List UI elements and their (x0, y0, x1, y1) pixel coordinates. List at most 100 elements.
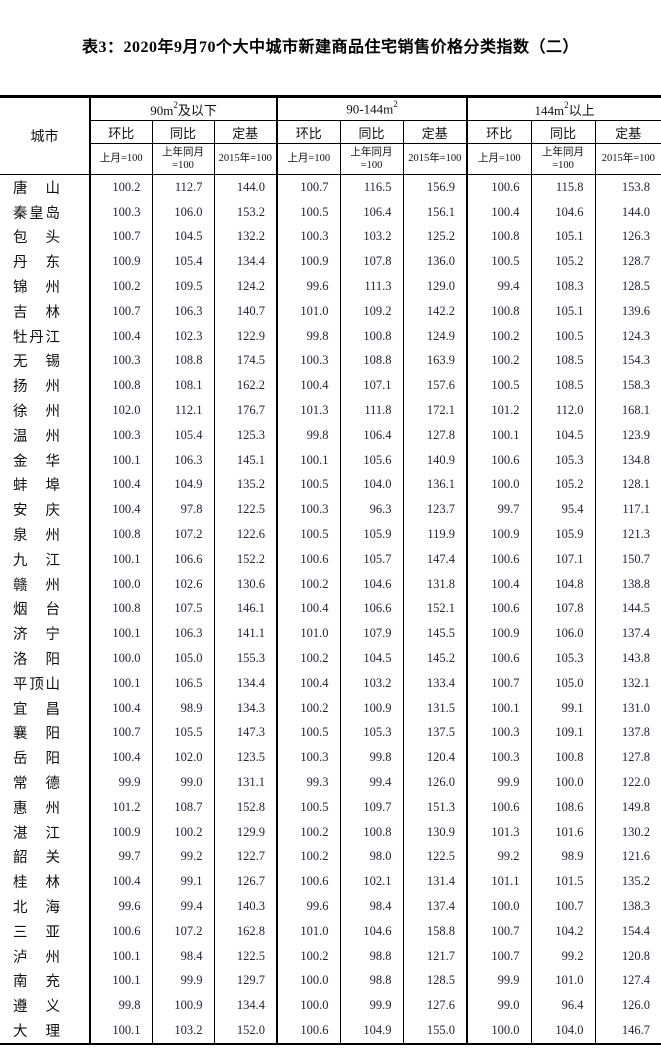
value-cell: 100.4 (276, 373, 341, 399)
city-name: 湛江 (13, 825, 60, 842)
value-cell: 105.6 (339, 447, 404, 473)
table-row: 南充 100.1 99.9 129.7 100.0 98.8 128.5 99.9 101.0… (0, 968, 661, 994)
value-cell: 99.8 (276, 422, 341, 448)
city-name: 遵义 (13, 999, 60, 1016)
value-cell: 100.2 (276, 943, 341, 969)
value-cell: 98.8 (339, 943, 404, 969)
value-cell: 121.3 (594, 522, 661, 547)
value-cell: 106.0 (530, 621, 596, 647)
value-cell: 135.2 (594, 869, 661, 895)
value-cell: 107.2 (151, 522, 214, 547)
fixed-base-header: 定基 (594, 120, 661, 144)
value-cell: 144.5 (594, 596, 661, 622)
value-cell: 99.9 (151, 968, 214, 994)
fixed-base-header: 定基 (213, 120, 278, 144)
value-cell: 100.9 (151, 993, 214, 1019)
value-cell: 136.0 (402, 249, 468, 275)
table-row: 岳阳 100.4 102.0 123.5 100.3 99.8 120.4 100.3 100… (0, 745, 661, 771)
value-cell: 129.9 (213, 819, 278, 845)
value-cell: 99.9 (466, 770, 532, 795)
value-cell: 99.2 (151, 844, 214, 870)
value-cell: 153.8 (594, 174, 661, 200)
value-cell: 107.5 (151, 596, 214, 622)
value-cell: 104.5 (339, 646, 404, 671)
yoy-base-label: 上年同月 =100 (339, 143, 404, 175)
city-name: 牡丹江 (13, 329, 60, 346)
value-cell: 100.8 (89, 522, 152, 547)
value-cell: 100.9 (339, 695, 404, 721)
city-cell: 常德 (0, 770, 90, 795)
city-cell: 安庆 (0, 497, 90, 522)
city-cell: 岳阳 (0, 745, 90, 770)
value-cell: 127.8 (594, 745, 661, 771)
value-cell: 100.7 (276, 174, 341, 200)
city-name: 扬州 (13, 379, 60, 396)
city-name: 金华 (13, 453, 60, 470)
value-cell: 100.9 (276, 249, 341, 275)
city-name: 岳阳 (13, 751, 60, 768)
value-cell: 100.2 (276, 571, 341, 597)
value-cell: 100.2 (89, 274, 152, 299)
value-cell: 100.3 (89, 422, 152, 448)
table-row: 北海 99.6 99.4 140.3 99.6 98.4 137.4 100.0 100.7 1… (0, 894, 661, 919)
value-cell: 100.2 (276, 844, 341, 870)
value-cell: 100.1 (89, 1018, 152, 1044)
value-cell: 100.5 (276, 794, 341, 820)
city-cell: 徐州 (0, 398, 90, 423)
value-cell: 100.0 (466, 894, 532, 919)
city-name: 吉林 (13, 304, 60, 321)
city-name: 安庆 (13, 503, 60, 520)
value-cell: 99.1 (151, 869, 214, 895)
fixed-base-base-label: 2015年=100 (402, 143, 468, 175)
value-cell: 134.8 (594, 447, 661, 473)
value-cell: 105.1 (530, 224, 596, 250)
value-cell: 147.4 (402, 546, 468, 572)
table-row: 平顶山 100.1 106.5 134.4 100.4 103.2 133.4 100.7 1… (0, 670, 661, 696)
city-cell: 宜昌 (0, 696, 90, 721)
table-row: 丹东 100.9 105.4 134.4 100.9 107.8 136.0 100.5 10… (0, 249, 661, 275)
value-cell: 168.1 (594, 398, 661, 423)
value-cell: 101.3 (276, 398, 341, 423)
value-cell: 105.9 (530, 522, 596, 547)
value-cell: 123.5 (213, 745, 278, 771)
fixed-base-base-label: 2015年=100 (594, 143, 661, 175)
value-cell: 100.1 (89, 968, 152, 994)
city-cell: 韶关 (0, 845, 90, 870)
value-cell: 156.9 (402, 174, 468, 200)
value-cell: 100.3 (276, 348, 341, 374)
value-cell: 109.1 (530, 720, 596, 746)
table-row: 温州 100.3 105.4 125.3 99.8 106.4 127.8 100.1 104… (0, 422, 661, 448)
city-cell: 无锡 (0, 349, 90, 374)
group-header-90-144sqm: 90-144m2 (276, 96, 468, 121)
value-cell: 100.7 (466, 943, 532, 969)
value-cell: 122.5 (213, 497, 278, 523)
table-row: 徐州 102.0 112.1 176.7 101.3 111.8 172.1 101.2 11… (0, 398, 661, 423)
value-cell: 102.3 (151, 323, 214, 349)
value-cell: 99.0 (466, 993, 532, 1019)
value-cell: 100.8 (339, 323, 404, 349)
yoy-base-line2: =100 (360, 160, 383, 171)
mom-base-label: 上月=100 (276, 143, 341, 175)
table-row: 大理 100.1 103.2 152.0 100.6 104.9 155.0 100.0 10… (0, 1018, 661, 1044)
city-cell: 湛江 (0, 820, 90, 845)
value-cell: 100.2 (466, 323, 532, 349)
value-cell: 99.4 (339, 770, 404, 795)
value-cell: 104.2 (530, 918, 596, 944)
value-cell: 108.5 (530, 373, 596, 399)
value-cell: 109.2 (339, 298, 404, 324)
value-cell: 100.1 (89, 621, 152, 647)
value-cell: 100.6 (276, 546, 341, 572)
value-cell: 101.0 (276, 298, 341, 324)
value-cell: 100.4 (89, 497, 152, 523)
value-cell: 100.2 (276, 695, 341, 721)
group-label-suffix: 以上 (568, 102, 595, 118)
value-cell: 152.0 (213, 1018, 278, 1044)
table-row: 安庆 100.4 97.8 122.5 100.3 96.3 123.7 99.7 95.4 1… (0, 497, 661, 523)
value-cell: 102.1 (339, 869, 404, 895)
city-cell: 泸州 (0, 944, 90, 969)
value-cell: 100.5 (276, 199, 341, 225)
table-row: 金华 100.1 106.3 145.1 100.1 105.6 140.9 100.6 10… (0, 447, 661, 473)
value-cell: 109.5 (151, 274, 214, 299)
value-cell: 100.8 (466, 224, 532, 250)
value-cell: 100.3 (89, 199, 152, 225)
